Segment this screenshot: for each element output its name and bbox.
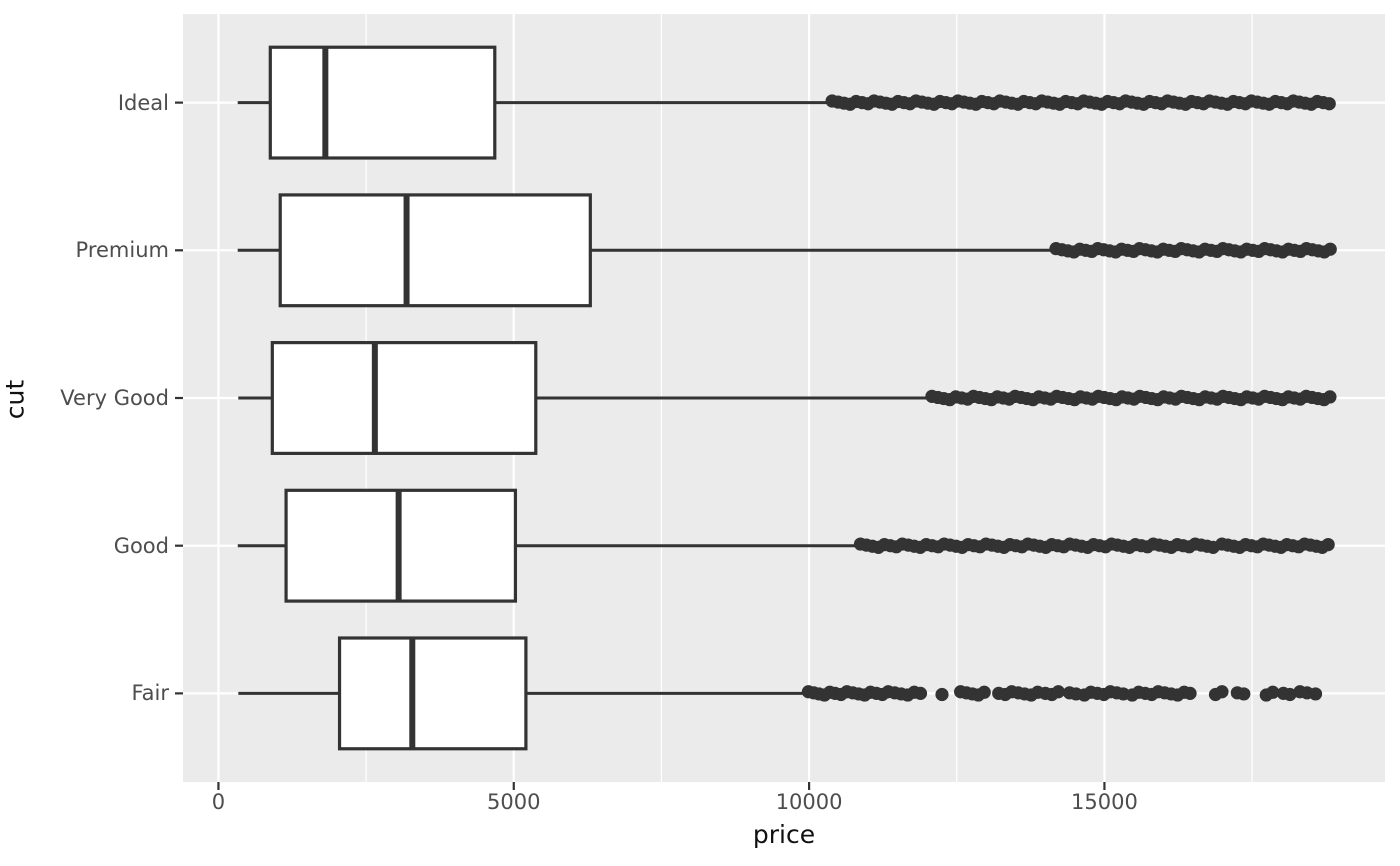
outlier-dot — [1322, 97, 1336, 111]
outlier-dot — [1323, 390, 1337, 404]
outlier-dot — [1215, 685, 1229, 699]
outlier-dot — [977, 685, 991, 699]
outlier-dot — [1051, 685, 1065, 699]
x-tick-label-10000: 10000 — [775, 790, 843, 814]
box-iqr — [337, 636, 528, 751]
box-iqr — [270, 341, 538, 455]
outlier-dot — [913, 686, 928, 700]
y-tick-label-premium: Premium — [75, 238, 169, 263]
y-tick-label-fair: Fair — [131, 681, 170, 706]
x-tick-label-0: 0 — [211, 790, 226, 814]
box-iqr — [278, 193, 592, 308]
outlier-dot — [1266, 685, 1280, 699]
y-tick-label-very-good: Very Good — [60, 386, 169, 410]
outlier-dot — [1283, 687, 1297, 702]
y-tick-label-ideal: Ideal — [117, 90, 169, 115]
outlier-dot — [1183, 686, 1197, 700]
outlier-dot — [935, 687, 949, 702]
outlier-dot — [1321, 537, 1335, 552]
y-tick-label-good: Good — [113, 533, 169, 558]
x-tick-label-15000: 15000 — [1071, 790, 1138, 814]
x-tick-label-5000: 5000 — [487, 790, 541, 814]
outlier-dot — [1323, 242, 1337, 256]
x-axis-title: price — [752, 820, 816, 849]
y-axis-title: cut — [0, 379, 30, 420]
outlier-dot — [1308, 687, 1323, 701]
outlier-dot — [1237, 687, 1251, 701]
box-iqr — [268, 45, 497, 160]
